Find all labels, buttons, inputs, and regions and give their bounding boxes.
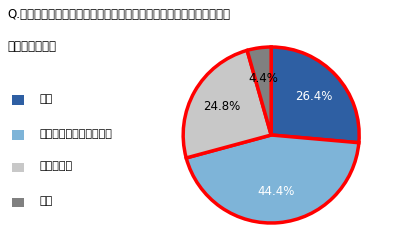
Text: Q.暑い時期の食事が、炭水化物中心のメニューになってしまうことは: Q.暑い時期の食事が、炭水化物中心のメニューになってしまうことは xyxy=(8,8,231,20)
Wedge shape xyxy=(271,47,359,143)
Wedge shape xyxy=(186,135,359,223)
Wedge shape xyxy=(247,47,271,135)
Text: ある: ある xyxy=(39,94,53,104)
Text: 4.4%: 4.4% xyxy=(248,72,278,85)
Text: 44.4%: 44.4% xyxy=(257,186,295,198)
Text: 24.8%: 24.8% xyxy=(203,100,240,113)
Text: 26.4%: 26.4% xyxy=(295,90,332,103)
Text: あまりない: あまりない xyxy=(39,161,72,171)
Text: どちらかといえば、ある: どちらかといえば、ある xyxy=(39,129,112,139)
Text: ない: ない xyxy=(39,196,53,206)
Text: ありますか。: ありますか。 xyxy=(8,40,57,53)
Wedge shape xyxy=(183,50,271,158)
